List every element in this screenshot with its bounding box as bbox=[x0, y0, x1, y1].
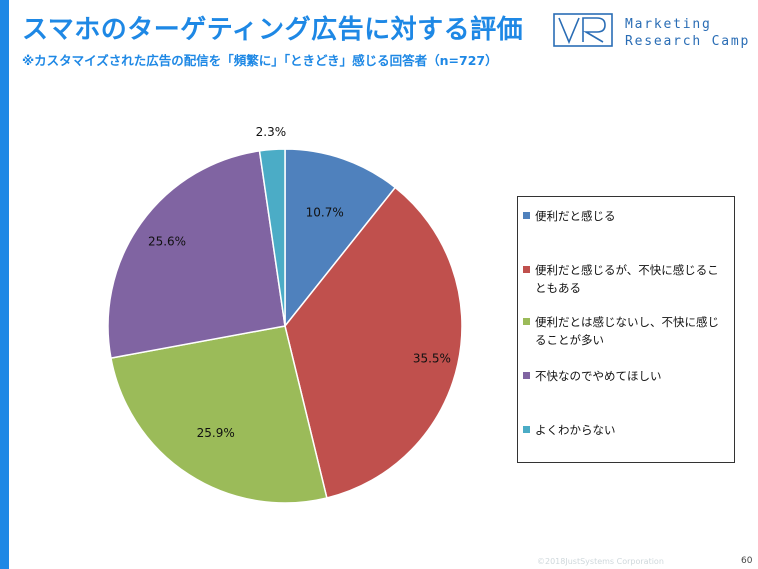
chart-legend: 便利だと感じる 便利だと感じるが、不快に感じることもある 便利だとは感じないし、… bbox=[517, 196, 735, 463]
legend-swatch-2 bbox=[523, 266, 530, 273]
copyright-text: ©2018JustSystems Corporation bbox=[537, 557, 664, 566]
pie-label-4: 25.6% bbox=[148, 234, 186, 248]
pie-slice-1 bbox=[284, 148, 397, 329]
brand-logo: Marketing Research Camp bbox=[553, 13, 753, 53]
pie-label-5: 2.3% bbox=[256, 125, 287, 139]
legend-swatch-3 bbox=[523, 318, 530, 325]
pie-slice-2 bbox=[284, 186, 463, 499]
logo-line-2: Research Camp bbox=[625, 34, 751, 49]
page-number: 60 bbox=[741, 556, 753, 566]
page-subtitle: ※カスタマイズされた広告の配信を「頻繁に」「ときどき」感じる回答者（n=727） bbox=[22, 53, 498, 68]
legend-item-1: 便利だと感じる bbox=[523, 207, 729, 225]
logo-line-1: Marketing bbox=[625, 17, 712, 32]
page-title: スマホのターゲティング広告に対する評価 bbox=[22, 15, 524, 45]
legend-swatch-4 bbox=[523, 372, 530, 379]
legend-item-3: 便利だとは感じないし、不快に感じることが多い bbox=[523, 313, 729, 349]
pie-label-3: 25.9% bbox=[197, 426, 235, 440]
pie-slice-3 bbox=[110, 325, 328, 504]
accent-bar bbox=[0, 0, 9, 569]
legend-label-1: 便利だと感じる bbox=[535, 209, 616, 223]
legend-swatch-5 bbox=[523, 426, 530, 433]
logo-mark-icon bbox=[553, 13, 613, 47]
legend-item-2: 便利だと感じるが、不快に感じることもある bbox=[523, 261, 729, 297]
legend-swatch-1 bbox=[523, 212, 530, 219]
legend-label-4: 不快なのでやめてほしい bbox=[535, 369, 662, 383]
pie-slice-5 bbox=[258, 148, 286, 327]
legend-label-2: 便利だと感じるが、不快に感じることもある bbox=[535, 263, 719, 295]
legend-label-5: よくわからない bbox=[535, 423, 616, 437]
pie-label-1: 10.7% bbox=[306, 205, 344, 219]
pie-slice-4 bbox=[107, 149, 286, 359]
legend-item-4: 不快なのでやめてほしい bbox=[523, 367, 729, 385]
logo-text: Marketing Research Camp bbox=[625, 16, 750, 50]
legend-item-5: よくわからない bbox=[523, 421, 729, 439]
pie-label-2: 35.5% bbox=[413, 351, 451, 365]
legend-label-3: 便利だとは感じないし、不快に感じることが多い bbox=[535, 315, 719, 347]
